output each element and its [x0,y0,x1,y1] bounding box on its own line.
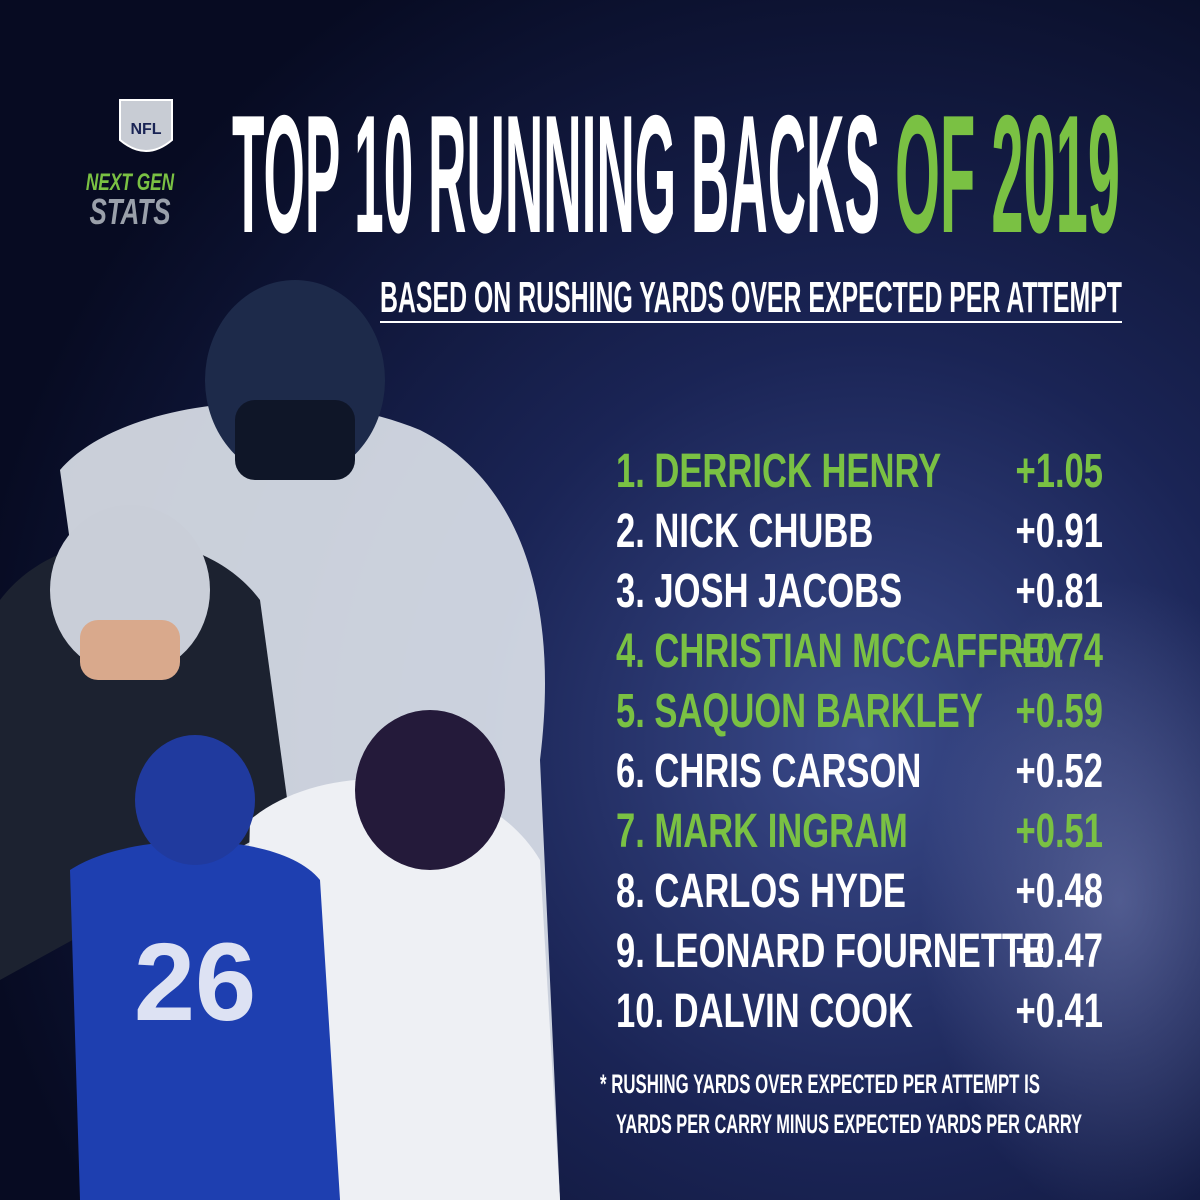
player-name: 2. NICK CHUBB [616,505,873,558]
footnote-line: * RUSHING YARDS OVER EXPECTED PER ATTEMP… [600,1069,1040,1099]
subtitle: BASED ON RUSHING YARDS OVER EXPECTED PER… [380,273,1122,322]
player-value: +0.48 [1016,865,1103,918]
player-name: 8. CARLOS HYDE [616,865,906,918]
player-name: 7. MARK INGRAM [616,805,908,858]
player-name: 1. DERRICK HENRY [616,445,941,498]
player-value: +1.05 [1016,445,1103,498]
player-value: +0.91 [1016,505,1103,558]
player-value: +0.51 [1016,805,1103,858]
player-value: +0.41 [1016,985,1103,1038]
player-name: 10. DALVIN COOK [616,985,913,1038]
player-value: +0.81 [1016,565,1103,618]
player-value: +0.59 [1016,685,1103,738]
glow [920,580,1200,1200]
ranking-list: 1. DERRICK HENRY +1.05 2. NICK CHUBB +0.91 3… [616,445,1103,1038]
footnote-line: YARDS PER CARRY MINUS EXPECTED YARDS PER… [616,1109,1082,1139]
title-accent: OF 2019 [895,80,1120,268]
title-main: TOP 10 RUNNING BACKS [232,80,880,268]
player-name: 4. CHRISTIAN MCCAFFREY [616,625,1069,678]
logo-line1: NEXT GEN [86,169,175,196]
player-value: +0.74 [1016,625,1104,678]
logo-line2: STATS [89,191,170,232]
svg-text:26: 26 [134,921,256,1044]
player-name: 6. CHRIS CARSON [616,745,921,798]
player-art: 26 [0,280,560,1200]
player-name: 9. LEONARD FOURNETTE [616,925,1046,978]
player-name: 3. JOSH JACOBS [616,565,902,618]
player-value: +0.47 [1016,925,1103,978]
logo: NFL NEXT GEN STATS [86,99,175,232]
player-value: +0.52 [1016,745,1103,798]
player-name: 5. SAQUON BARKLEY [616,685,983,738]
logo-badge: NFL [130,121,161,138]
